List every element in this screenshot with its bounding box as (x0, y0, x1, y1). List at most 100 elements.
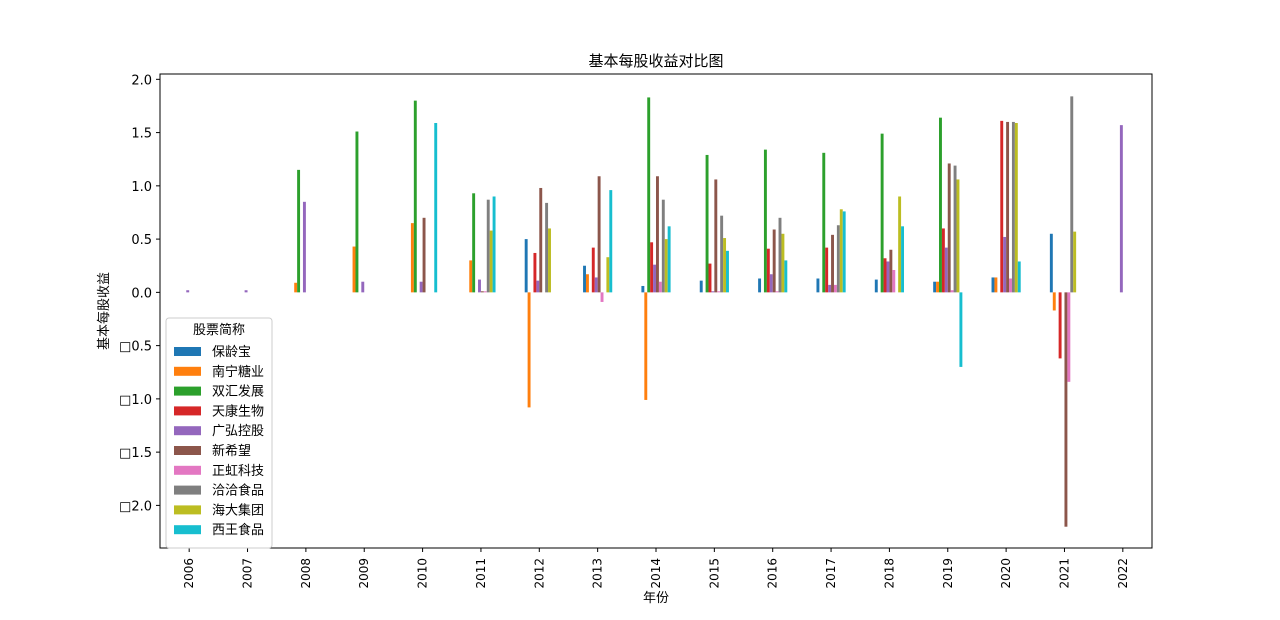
x-tick-label: 2008 (299, 558, 313, 589)
x-axis-label: 年份 (643, 591, 669, 606)
x-tick-label: 2009 (357, 558, 371, 589)
bar (717, 291, 721, 293)
legend-swatch (174, 485, 201, 495)
bar (1058, 292, 1062, 359)
bar (548, 228, 551, 293)
bar (901, 226, 904, 293)
bar (480, 291, 484, 293)
bar (944, 247, 948, 293)
legend-label: 保龄宝 (212, 345, 251, 360)
bar (1052, 292, 1056, 311)
bar (816, 278, 820, 293)
bar (1006, 121, 1010, 293)
bar (650, 242, 654, 293)
bar (831, 234, 834, 293)
bar (492, 196, 496, 293)
legend-swatch (174, 525, 201, 535)
bar (545, 202, 549, 293)
bar (991, 277, 995, 293)
legend-label: 天康生物 (212, 403, 264, 419)
legend-label: 南宁糖业 (212, 364, 264, 380)
bar (708, 263, 712, 293)
bar (775, 291, 779, 293)
legend-swatch (174, 465, 201, 475)
legend-swatch (174, 386, 201, 396)
bar (489, 230, 493, 293)
bar (720, 215, 724, 293)
bar (933, 281, 937, 293)
bar (667, 226, 671, 293)
bar (419, 281, 423, 293)
bar (892, 269, 896, 293)
x-tick-label: 2017 (824, 558, 838, 589)
x-tick-label: 2019 (941, 558, 955, 589)
bar (994, 277, 998, 293)
bar (1067, 292, 1071, 382)
bar (1003, 236, 1007, 293)
x-tick-label: 2016 (766, 558, 780, 589)
bar (956, 179, 960, 293)
bar (772, 229, 776, 293)
bar (524, 239, 528, 293)
x-tick-label: 2022 (1116, 558, 1130, 589)
legend-swatch (174, 406, 201, 416)
chart-title: 基本每股收益对比图 (588, 52, 723, 70)
bar (600, 292, 604, 302)
bars-layer (186, 96, 1123, 527)
bar (839, 209, 843, 293)
bar (828, 284, 832, 293)
bar (880, 133, 884, 293)
bar (763, 149, 767, 293)
bar (947, 163, 951, 293)
x-tick-label: 2006 (182, 558, 196, 589)
bar (410, 223, 414, 293)
bar (434, 123, 438, 293)
legend-label: 新希望 (212, 443, 251, 459)
x-tick-label: 2015 (707, 558, 721, 589)
bar (825, 247, 829, 293)
x-tick-label: 2018 (882, 558, 896, 589)
bar (597, 176, 601, 293)
bar (297, 169, 301, 293)
x-tick-label: 2011 (474, 558, 488, 589)
bar (658, 281, 662, 293)
bar (533, 252, 537, 293)
bar (609, 190, 613, 293)
bar (585, 274, 589, 293)
x-tick-label: 2014 (649, 558, 663, 589)
bar (1009, 278, 1012, 293)
x-tick-label: 2007 (241, 558, 255, 589)
bar (661, 199, 665, 293)
x-tick-label: 2012 (532, 558, 546, 589)
x-tick-label: 2010 (416, 558, 430, 589)
bar (778, 217, 782, 293)
bar (1000, 120, 1004, 293)
legend-label: 广弘控股 (212, 424, 264, 439)
x-tick-label: 2020 (999, 558, 1013, 589)
bar (478, 279, 481, 293)
bar (784, 260, 788, 293)
bar (836, 225, 840, 293)
bar (647, 97, 651, 293)
bar (769, 274, 773, 293)
bar (886, 261, 890, 293)
x-tick-label: 2021 (1057, 558, 1071, 589)
bar (939, 117, 942, 293)
bar (781, 233, 785, 293)
bar (413, 100, 417, 293)
bar (583, 265, 586, 293)
bar (606, 257, 610, 293)
y-tick-label: 0.5 (131, 233, 152, 248)
legend-label: 洽洽食品 (212, 483, 264, 499)
bar (527, 292, 531, 408)
bar (711, 291, 715, 293)
bar (1017, 261, 1021, 293)
bar (953, 165, 957, 293)
bar (833, 284, 837, 293)
bar (641, 285, 645, 293)
bar (883, 258, 887, 293)
bar (664, 239, 668, 293)
bar (294, 282, 298, 293)
